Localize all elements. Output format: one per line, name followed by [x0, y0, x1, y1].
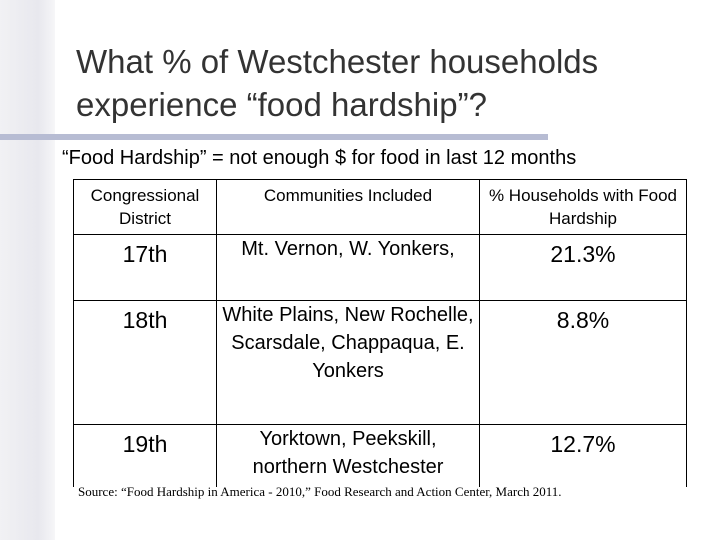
- title-divider: [0, 134, 548, 140]
- communities-cell: Yorktown, Peekskill, northern Westcheste…: [216, 424, 480, 487]
- district-cell: 19th: [73, 424, 217, 487]
- table-row: 17th Mt. Vernon, W. Yonkers, 21.3%: [73, 234, 687, 301]
- table-row: 19th Yorktown, Peekskill, northern Westc…: [73, 424, 687, 487]
- decorative-left-bar: [0, 0, 55, 540]
- food-hardship-table: Congressional District Communities Inclu…: [73, 179, 687, 487]
- table-header-row: Congressional District Communities Inclu…: [73, 179, 687, 235]
- header-district: Congressional District: [73, 179, 217, 235]
- communities-cell: Mt. Vernon, W. Yonkers,: [216, 234, 480, 301]
- header-communities: Communities Included: [216, 179, 480, 235]
- communities-cell: White Plains, New Rochelle, Scarsdale, C…: [216, 300, 480, 425]
- district-cell: 18th: [73, 300, 217, 425]
- header-percent: % Households with Food Hardship: [479, 179, 687, 235]
- district-cell: 17th: [73, 234, 217, 301]
- slide-title: What % of Westchester households experie…: [76, 43, 599, 123]
- source-citation: Source: “Food Hardship in America - 2010…: [78, 484, 562, 499]
- percent-cell: 12.7%: [479, 424, 687, 487]
- table-row: 18th White Plains, New Rochelle, Scarsda…: [73, 300, 687, 425]
- percent-cell: 8.8%: [479, 300, 687, 425]
- slide-subtitle: “Food Hardship” = not enough $ for food …: [62, 147, 577, 169]
- percent-cell: 21.3%: [479, 234, 687, 301]
